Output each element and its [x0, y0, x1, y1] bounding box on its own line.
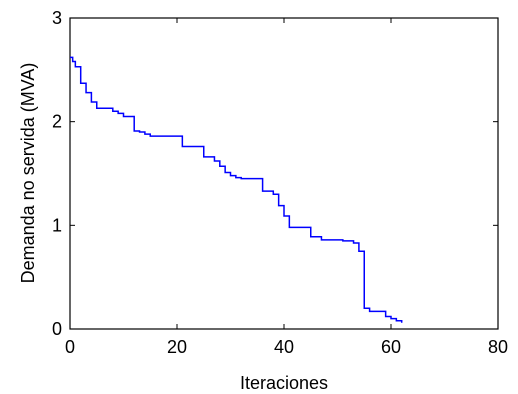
series-line — [70, 56, 403, 323]
y-tick-label: 1 — [52, 215, 62, 235]
x-axis-label: Iteraciones — [240, 373, 328, 393]
y-axis-ticks — [70, 17, 498, 330]
y-axis-label: Demanda no servida (MVA) — [18, 63, 38, 284]
x-axis-ticks — [69, 18, 499, 329]
x-axis-tick-labels: 0 20 40 60 80 — [65, 337, 508, 357]
y-tick-label: 0 — [52, 319, 62, 339]
x-tick-label: 60 — [381, 337, 401, 357]
y-axis-tick-labels: 0 1 2 3 — [52, 8, 62, 339]
plot-area — [69, 17, 499, 330]
y-tick-label: 2 — [52, 112, 62, 132]
x-tick-label: 40 — [274, 337, 294, 357]
x-tick-label: 80 — [488, 337, 508, 357]
x-tick-label: 20 — [167, 337, 187, 357]
x-tick-label: 0 — [65, 337, 75, 357]
y-tick-label: 3 — [52, 8, 62, 28]
